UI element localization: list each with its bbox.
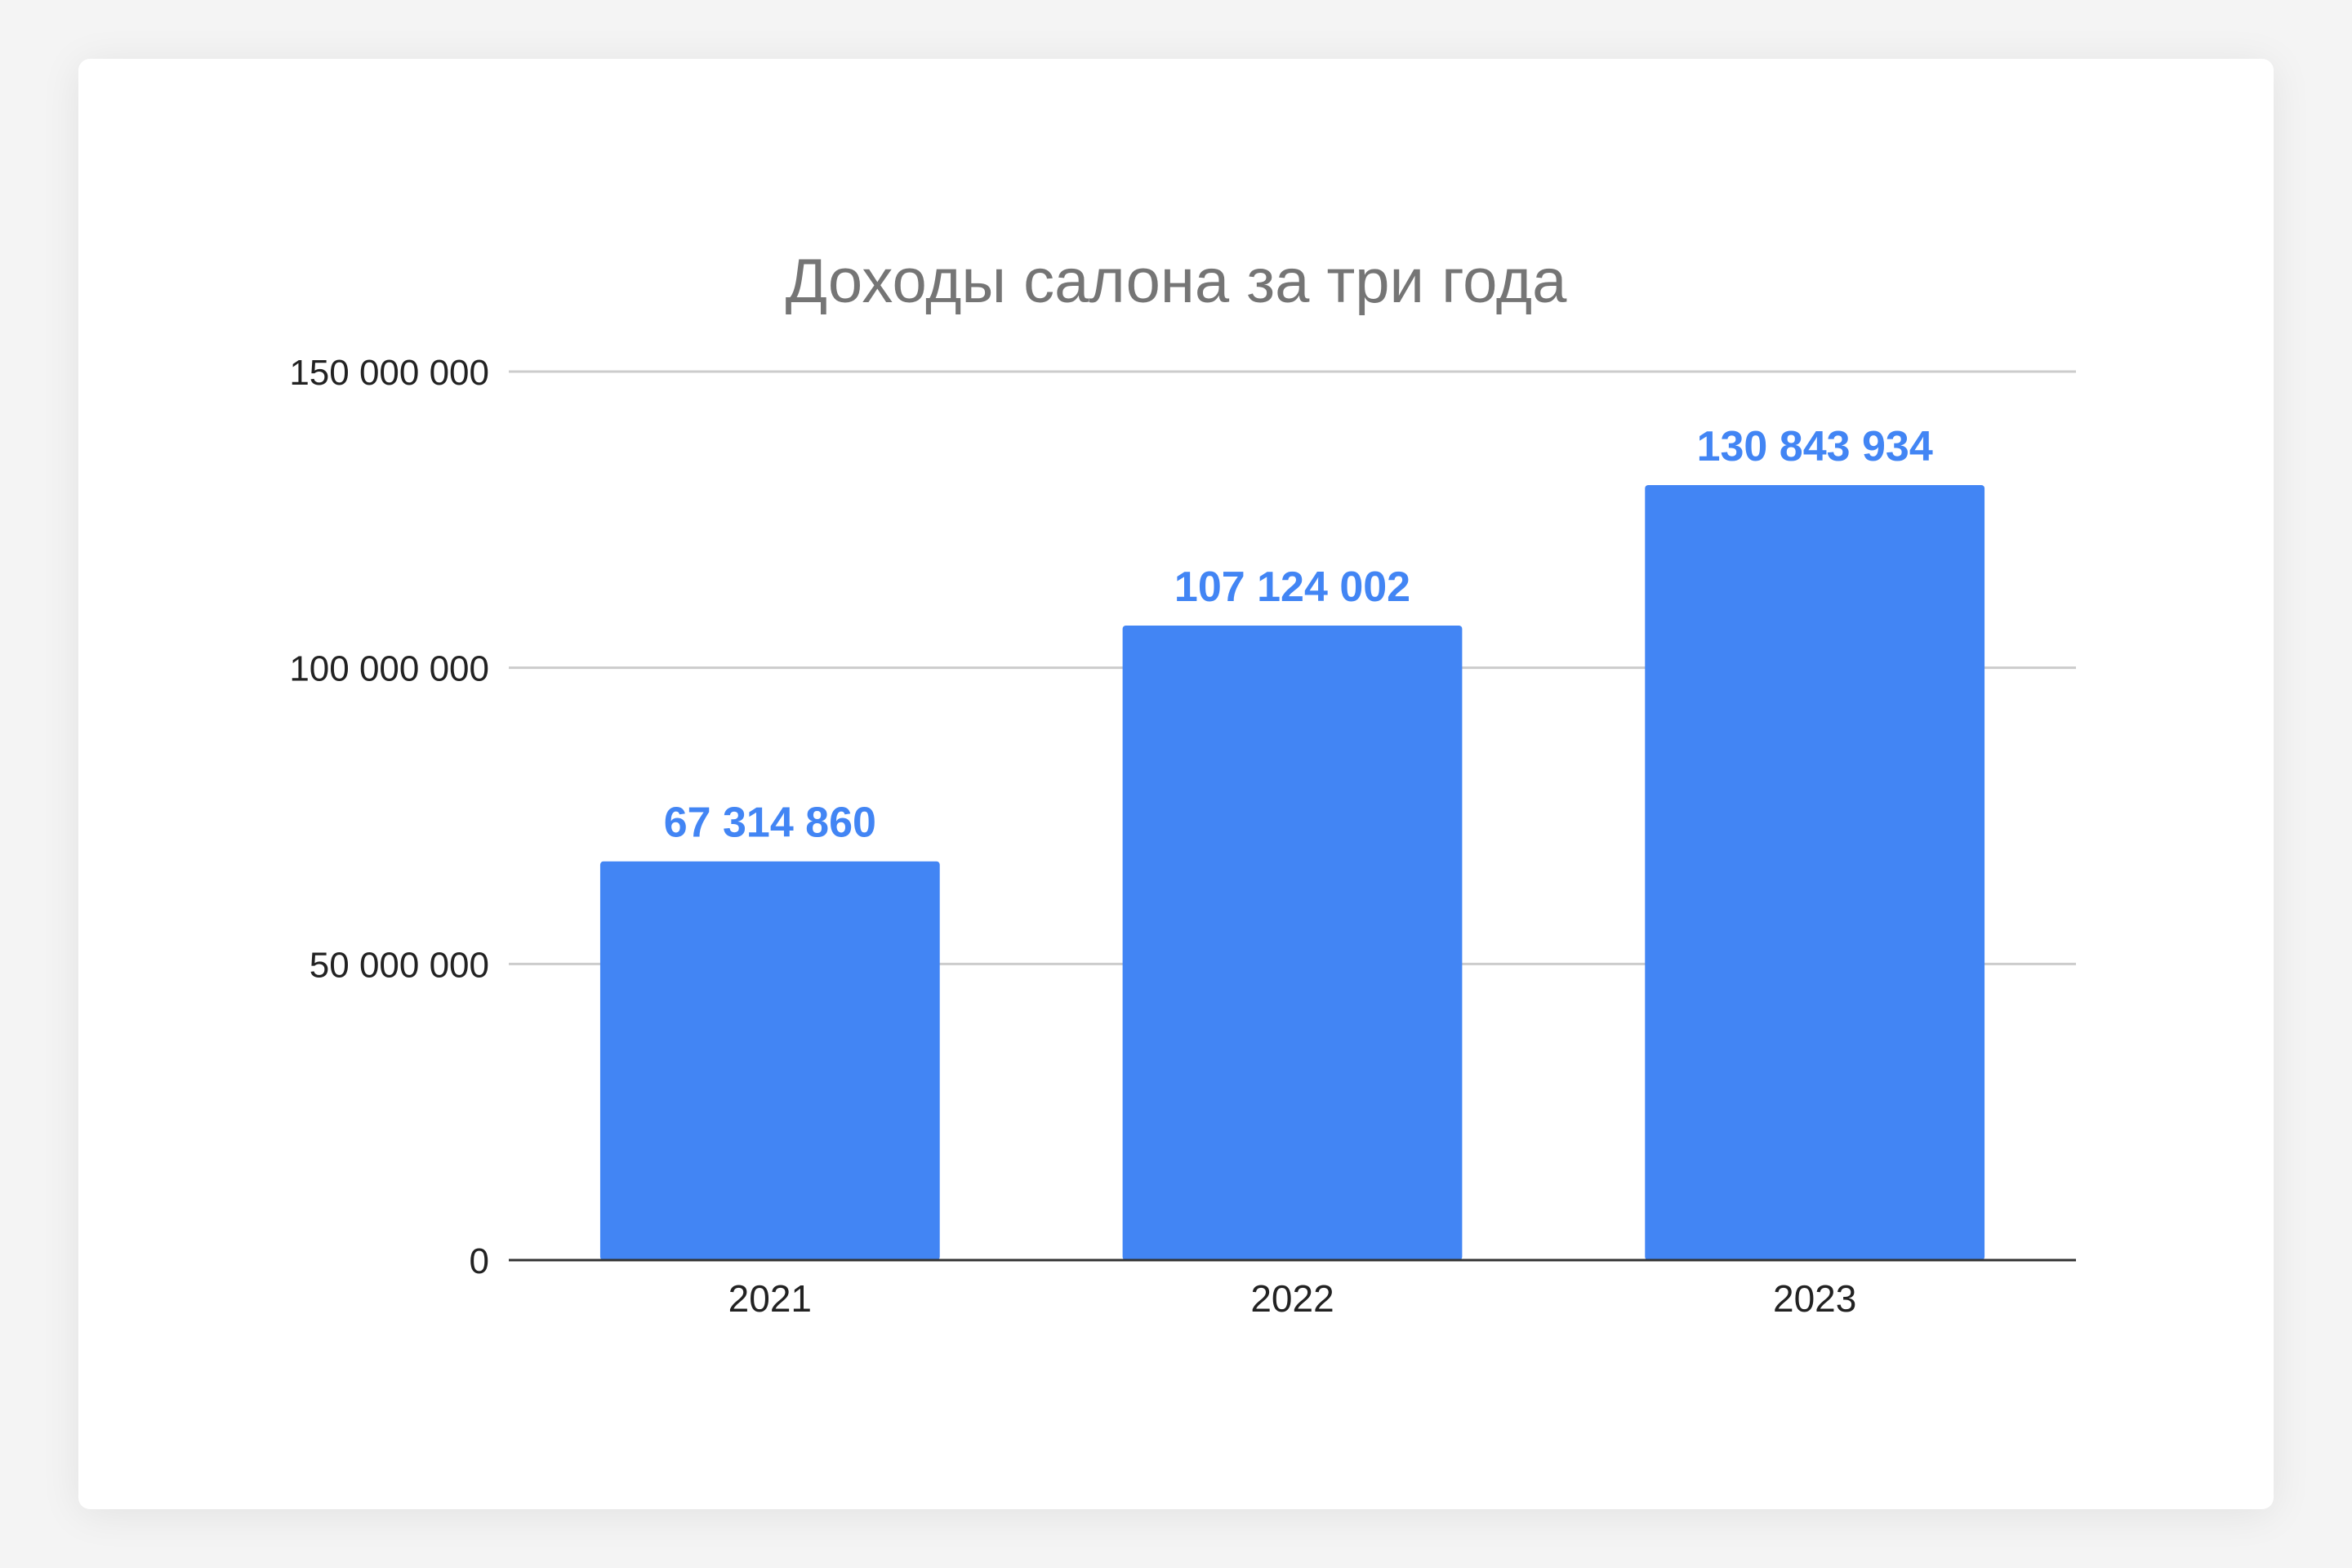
y-axis-ticks: 0 50 000 000 100 000 000 150 000 000 bbox=[289, 353, 489, 1281]
x-tick-label-2023: 2023 bbox=[1773, 1277, 1856, 1320]
data-label-2023: 130 843 934 bbox=[1697, 423, 1933, 470]
data-labels: 67 314 860 107 124 002 130 843 934 bbox=[664, 423, 1933, 847]
bar-2023 bbox=[1645, 484, 1985, 1260]
bars bbox=[599, 484, 1985, 1260]
x-tick-label-2021: 2021 bbox=[728, 1277, 812, 1320]
x-tick-label-2022: 2022 bbox=[1250, 1277, 1334, 1320]
chart-title: Доходы салона за три года bbox=[786, 247, 1568, 316]
y-tick-label: 100 000 000 bbox=[289, 649, 489, 689]
bar-2021 bbox=[599, 861, 940, 1260]
y-tick-label: 0 bbox=[470, 1241, 489, 1281]
bar-2022 bbox=[1122, 625, 1463, 1260]
y-tick-label: 50 000 000 bbox=[310, 945, 489, 985]
y-tick-label: 150 000 000 bbox=[289, 353, 489, 393]
data-label-2021: 67 314 860 bbox=[664, 800, 876, 847]
x-axis-ticks: 2021 2022 2023 bbox=[728, 1277, 1857, 1320]
data-label-2022: 107 124 002 bbox=[1174, 564, 1410, 611]
